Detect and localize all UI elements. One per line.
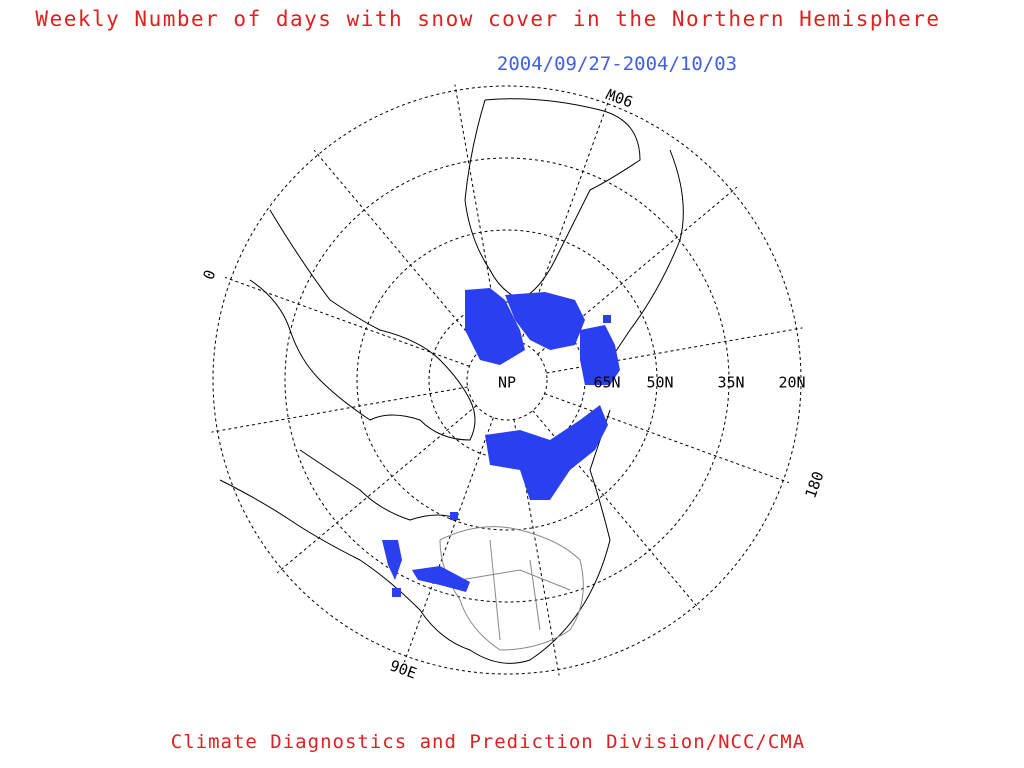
coastline xyxy=(219,409,611,664)
snow-patch xyxy=(465,288,525,365)
title: Weekly Number of days with snow cover in… xyxy=(35,7,940,31)
coastline xyxy=(299,449,461,521)
coastline xyxy=(249,209,476,441)
border xyxy=(459,539,571,641)
meridian xyxy=(544,393,790,484)
meridian xyxy=(313,149,482,350)
latitude-label: 65N xyxy=(593,374,620,392)
meridian xyxy=(276,405,477,574)
latitude-label: 50N xyxy=(646,374,673,392)
snow-patch xyxy=(505,292,585,350)
latitude-circle xyxy=(284,157,730,603)
country-borders xyxy=(439,526,584,651)
period: 2004/09/27-2004/10/03 xyxy=(497,53,737,75)
snow-patch xyxy=(412,566,470,592)
credit: Climate Diagnostics and Prediction Divis… xyxy=(171,731,805,753)
meridian xyxy=(403,417,494,663)
snow-patch xyxy=(580,325,620,385)
snow-patch xyxy=(392,588,401,597)
snow-patch xyxy=(485,405,608,500)
coastlines xyxy=(219,98,684,664)
meridian xyxy=(211,386,468,433)
latitude-circle xyxy=(356,229,658,531)
border xyxy=(439,526,584,651)
latitude-label: 20N xyxy=(778,374,805,392)
snow-patch xyxy=(603,315,611,323)
snow-patch xyxy=(382,540,402,580)
snow-cover xyxy=(382,288,620,597)
latitude-circle xyxy=(212,85,802,675)
coastline xyxy=(464,98,641,301)
snow-patch xyxy=(450,512,458,520)
latitude-label: 35N xyxy=(717,374,744,392)
pole-label: NP xyxy=(498,374,516,392)
